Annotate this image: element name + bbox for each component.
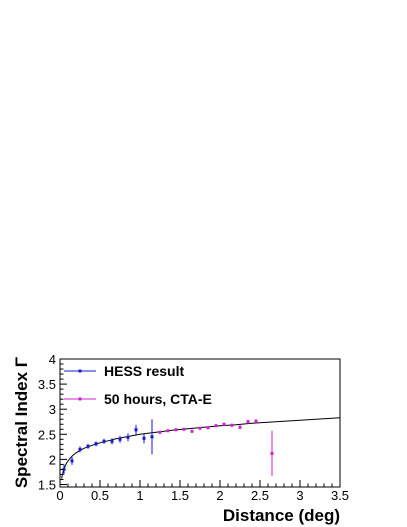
legend-label-hess: HESS result [104,363,184,379]
y-tick-label: 3 [49,402,56,417]
legend: HESS result 50 hours, CTA-E [64,363,212,407]
y-axis-title: Spectral Index Γ [12,357,31,488]
data-point [182,427,186,431]
data-point [102,439,106,443]
data-point [254,419,258,423]
data-point [214,424,218,428]
data-point [206,426,210,430]
data-point [134,428,138,432]
data-point [150,435,154,439]
data-point [230,423,234,427]
data-point [270,451,274,455]
data-point [222,422,226,426]
x-axis-title: Distance (deg) [223,506,340,525]
data-point [78,447,82,451]
data-point [238,425,242,429]
y-tick-label: 3.5 [38,377,56,392]
fit-curve-layer [61,417,341,479]
data-point [198,426,202,430]
data-point [158,430,162,434]
series-cta [158,419,274,476]
data-point [246,420,250,424]
x-axis: 0 0.5 1 1.5 2 2.5 3 3.5 [56,480,349,503]
plot-frame [59,358,341,488]
data-point [142,436,146,440]
data-point [94,442,98,446]
y-tick-label: 4 [49,352,56,367]
legend-entry-cta: 50 hours, CTA-E [64,391,212,407]
data-point [62,467,66,471]
y-tick-label: 2.5 [38,427,56,442]
series-hess [62,419,154,475]
data-point [166,429,170,433]
data-point [86,444,90,448]
y-tick-label: 2 [49,452,56,467]
legend-marker-hess [78,369,82,373]
y-tick-label: 1.5 [38,477,56,492]
legend-entry-hess: HESS result [64,363,184,379]
data-point [118,437,122,441]
series-layer [62,419,274,476]
fit-curve-line [61,417,341,479]
data-point [190,429,194,433]
x-tick-label: 2.5 [251,488,269,503]
data-point [174,428,178,432]
x-tick-label: 0 [56,488,63,503]
legend-marker-cta [78,397,82,401]
data-point [126,435,130,439]
plot-area: 0 0.5 1 1.5 2 2.5 3 3.5 1.5 2 2.5 3 3.5 4 [38,352,349,503]
x-tick-label: 3 [296,488,303,503]
x-tick-label: 3.5 [331,488,349,503]
x-tick-label: 1.5 [171,488,189,503]
x-tick-label: 2 [216,488,223,503]
x-tick-label: 0.5 [91,488,109,503]
x-tick-label: 1 [136,488,143,503]
legend-label-cta: 50 hours, CTA-E [104,391,212,407]
data-point [110,439,114,443]
data-point [70,459,74,463]
y-axis: 1.5 2 2.5 3 3.5 4 [38,352,67,492]
